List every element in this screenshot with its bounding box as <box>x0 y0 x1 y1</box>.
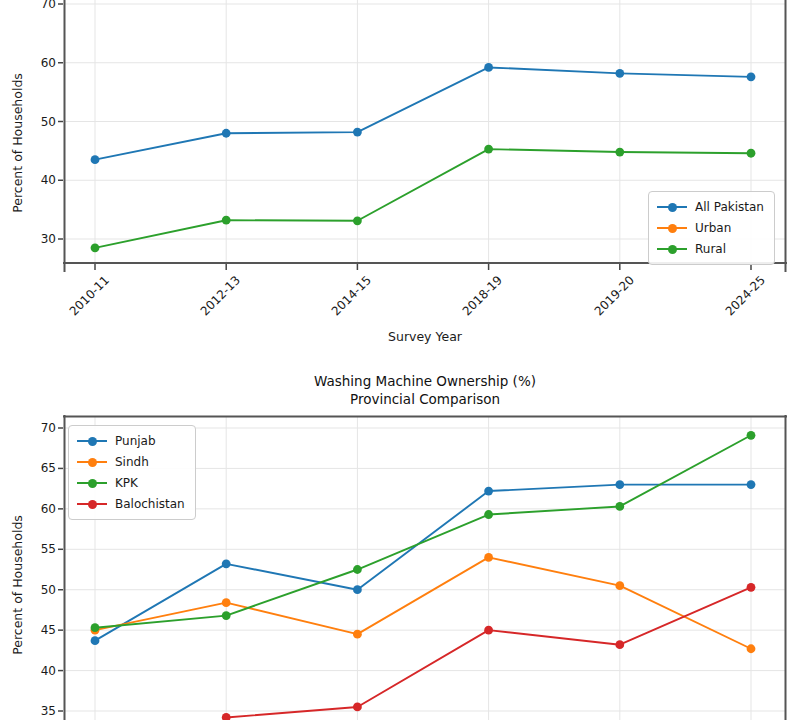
chart-subtitle: Provincial Comparison <box>314 390 536 408</box>
y-tick-label: 60 <box>14 55 56 71</box>
y-tick-label: 35 <box>14 703 56 719</box>
y-tick-label: 40 <box>14 663 56 679</box>
x-tick-label: 2010-11 <box>67 273 112 318</box>
legend-item: Punjab <box>77 431 185 451</box>
y-tick-label: 60 <box>14 501 56 517</box>
x-axis-label: Survey Year <box>388 329 462 344</box>
legend-dot-icon <box>668 203 677 212</box>
legend: Punjab Sindh KPK Balochistan <box>68 425 196 520</box>
data-point-marker <box>222 713 231 720</box>
data-point-marker <box>484 145 493 154</box>
legend-line-marker-icon <box>657 242 687 256</box>
x-tick-label: 2012-13 <box>198 273 243 318</box>
data-point-marker <box>484 487 493 496</box>
legend-dot-icon <box>668 224 677 233</box>
data-point-marker <box>91 636 100 645</box>
data-point-marker <box>615 480 624 489</box>
data-point-marker <box>615 148 624 157</box>
data-point-marker <box>747 72 756 81</box>
legend-line-marker-icon <box>77 497 107 511</box>
x-tick-label: 2019-20 <box>591 273 636 318</box>
data-point-marker <box>353 703 362 712</box>
legend-dot-icon <box>668 245 677 254</box>
y-tick-label: 65 <box>14 460 56 476</box>
data-point-marker <box>353 216 362 225</box>
legend-label: Punjab <box>115 434 156 448</box>
data-point-marker <box>747 431 756 440</box>
legend-item: KPK <box>77 473 185 493</box>
legend-label: Balochistan <box>115 497 185 511</box>
series-all-pakistan <box>91 63 756 164</box>
data-point-marker <box>615 69 624 78</box>
data-point-marker <box>615 581 624 590</box>
figure-provincial-comparison: Washing Machine Ownership (%) Provincial… <box>0 360 800 720</box>
legend-label: Urban <box>695 221 731 235</box>
chart-title: Washing Machine Ownership (%) <box>314 372 536 390</box>
data-point-marker <box>484 510 493 519</box>
legend-label: Rural <box>695 242 726 256</box>
legend-line-marker-icon <box>77 476 107 490</box>
legend-dot-icon <box>88 500 97 509</box>
legend: All Pakistan Urban Rural <box>648 191 775 265</box>
y-tick-label: 30 <box>14 231 56 247</box>
data-point-marker <box>91 623 100 632</box>
data-point-marker <box>222 129 231 138</box>
legend-item: Rural <box>657 239 764 259</box>
data-point-marker <box>222 216 231 225</box>
data-point-marker <box>747 583 756 592</box>
legend-dot-icon <box>88 479 97 488</box>
y-tick-label: 40 <box>14 172 56 188</box>
legend-item: All Pakistan <box>657 197 764 217</box>
data-point-marker <box>615 640 624 649</box>
legend-item: Sindh <box>77 452 185 472</box>
data-point-marker <box>615 502 624 511</box>
screenshot-page: Percent of Households Survey Year 70 60 50… <box>0 0 800 720</box>
figure-national-trend: Percent of Households Survey Year 70 60 50… <box>0 0 800 360</box>
data-point-marker <box>747 644 756 653</box>
y-axis-label: Percent of Households <box>10 73 25 213</box>
series-line <box>95 557 751 648</box>
legend-label: KPK <box>115 476 138 490</box>
y-tick-label: 45 <box>14 622 56 638</box>
x-tick-label: 2014-15 <box>329 273 374 318</box>
data-point-marker <box>91 155 100 164</box>
data-point-marker <box>484 63 493 72</box>
data-point-marker <box>222 598 231 607</box>
series-line <box>95 67 751 159</box>
data-point-marker <box>353 128 362 137</box>
y-tick-label: 70 <box>14 0 56 12</box>
data-point-marker <box>747 480 756 489</box>
data-point-marker <box>484 626 493 635</box>
series-sindh <box>91 553 756 653</box>
legend-label: All Pakistan <box>695 200 764 214</box>
y-tick-label: 70 <box>14 420 56 436</box>
legend-line-marker-icon <box>657 200 687 214</box>
data-point-marker <box>747 149 756 158</box>
legend-line-marker-icon <box>77 434 107 448</box>
data-point-marker <box>222 611 231 620</box>
legend-item: Balochistan <box>77 494 185 514</box>
legend-label: Sindh <box>115 455 149 469</box>
y-tick-label: 50 <box>14 582 56 598</box>
x-tick-label: 2024-25 <box>723 273 768 318</box>
chart-title-block: Washing Machine Ownership (%) Provincial… <box>314 372 536 408</box>
legend-line-marker-icon <box>657 221 687 235</box>
legend-line-marker-icon <box>77 455 107 469</box>
tick-marks <box>58 428 63 711</box>
data-point-marker <box>353 585 362 594</box>
data-point-marker <box>484 553 493 562</box>
legend-dot-icon <box>88 437 97 446</box>
legend-dot-icon <box>88 458 97 467</box>
data-point-marker <box>353 630 362 639</box>
legend-item: Urban <box>657 218 764 238</box>
x-tick-label: 2018-19 <box>460 273 505 318</box>
data-point-marker <box>91 243 100 252</box>
y-tick-label: 50 <box>14 114 56 130</box>
y-tick-label: 55 <box>14 541 56 557</box>
data-point-marker <box>353 565 362 574</box>
data-point-marker <box>222 559 231 568</box>
